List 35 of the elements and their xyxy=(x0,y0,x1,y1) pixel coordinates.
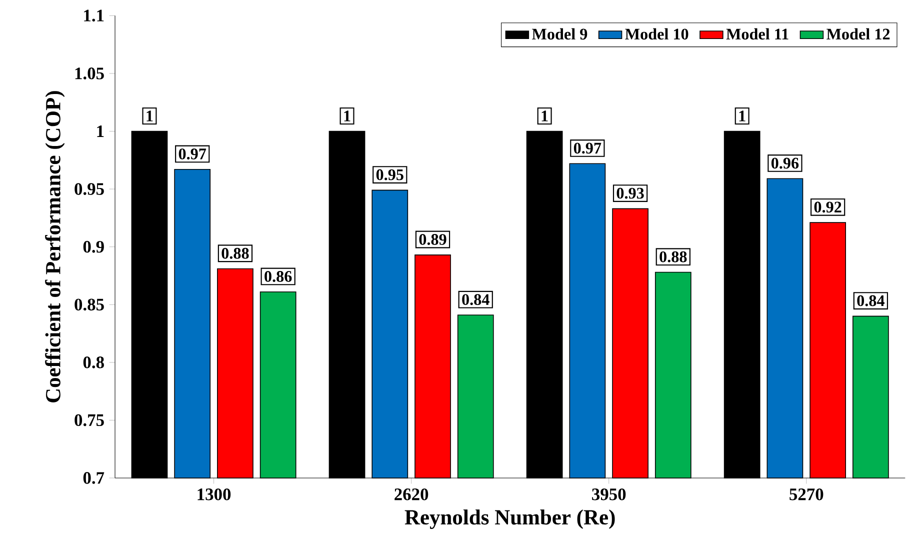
data-label: 0.86 xyxy=(264,271,292,282)
data-label: 1 xyxy=(146,110,153,122)
x-tick-label: 3950 xyxy=(592,488,626,500)
x-tick-label: 1300 xyxy=(198,488,231,500)
data-label: 0.84 xyxy=(857,295,884,306)
x-tick-label: 5270 xyxy=(790,488,824,500)
data-label: 0.89 xyxy=(419,234,446,246)
y-tick-label: 0.8 xyxy=(83,356,104,368)
y-axis-title: Coefficient of Performance (COP) xyxy=(45,91,65,402)
data-label: 0.97 xyxy=(574,142,602,154)
data-label: 1 xyxy=(542,110,548,122)
y-tick-label: 1.1 xyxy=(84,10,104,22)
legend-label: Model 11 xyxy=(726,28,788,40)
data-label: 0.88 xyxy=(660,251,687,262)
legend-label: Model 9 xyxy=(532,28,588,40)
legend-label: Model 10 xyxy=(625,28,688,40)
data-label: 1 xyxy=(739,110,746,122)
x-axis-title: Reynolds Number (Re) xyxy=(404,510,615,530)
data-label: 0.92 xyxy=(814,202,842,213)
legend-label: Model 12 xyxy=(826,28,890,40)
y-tick-label: 0.9 xyxy=(83,240,104,253)
data-label: 1 xyxy=(344,110,350,122)
y-tick-label: 1.05 xyxy=(75,68,104,80)
y-tick-label: 0.95 xyxy=(74,183,104,196)
data-label: 0.96 xyxy=(771,158,799,169)
y-tick-label: 1 xyxy=(97,126,104,138)
data-label: 0.95 xyxy=(376,169,404,180)
data-label: 0.84 xyxy=(462,294,490,306)
data-label: 0.93 xyxy=(616,188,644,199)
x-tick-label: 2620 xyxy=(394,488,428,500)
data-label: 0.88 xyxy=(222,248,249,259)
y-tick-label: 0.75 xyxy=(74,414,104,426)
y-tick-label: 0.85 xyxy=(74,298,104,311)
y-tick-label: 0.7 xyxy=(83,472,104,484)
data-label: 0.97 xyxy=(178,148,206,160)
